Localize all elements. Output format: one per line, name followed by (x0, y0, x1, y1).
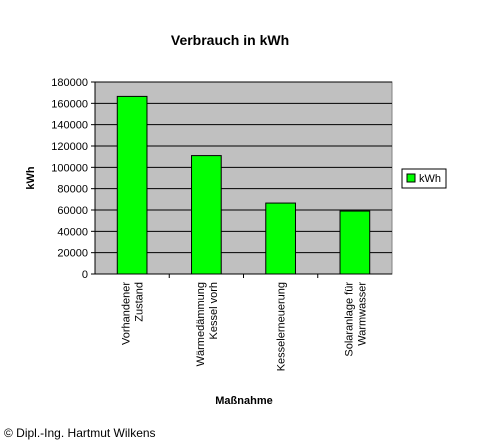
x-tick-label: Wärmedämmung (195, 282, 207, 366)
y-tick-label: 60000 (57, 205, 88, 217)
x-tick-label: Warmwasser (356, 282, 368, 346)
legend-label: kWh (419, 173, 441, 185)
y-tick-label: 140000 (51, 120, 88, 132)
copyright-credit: © Dipl.-Ing. Hartmut Wilkens (4, 426, 156, 440)
bar-chart: Verbrauch in kWh 0 20000 40000 60000 80000 10… (25, 32, 447, 407)
y-tick-label: 180000 (51, 77, 88, 89)
y-axis-label: kWh (25, 166, 37, 190)
legend: kWh (401, 168, 447, 189)
x-axis-label: Maßnahme (215, 395, 272, 407)
x-tick-label: Vorhandener (121, 282, 133, 345)
y-tick-label: 120000 (51, 141, 88, 153)
x-tick-label: Solaranlage für (343, 282, 355, 357)
legend-swatch (406, 173, 416, 183)
x-tick-label: Kessel vorh (208, 282, 220, 339)
bar (265, 202, 296, 275)
y-tick-label: 160000 (51, 98, 88, 110)
bar (116, 95, 148, 275)
y-tick-label: 80000 (57, 184, 88, 196)
x-tick-label: Kesselerneuerung (276, 282, 288, 371)
y-tick-label: 20000 (57, 248, 88, 260)
bar (339, 210, 371, 275)
chart-title: Verbrauch in kWh (171, 32, 289, 48)
y-tick-label: 40000 (57, 226, 88, 238)
x-tick-label: Zustand (134, 282, 146, 322)
y-tick-label: 100000 (51, 162, 88, 174)
bar (191, 155, 222, 275)
y-tick-label: 0 (82, 269, 88, 281)
